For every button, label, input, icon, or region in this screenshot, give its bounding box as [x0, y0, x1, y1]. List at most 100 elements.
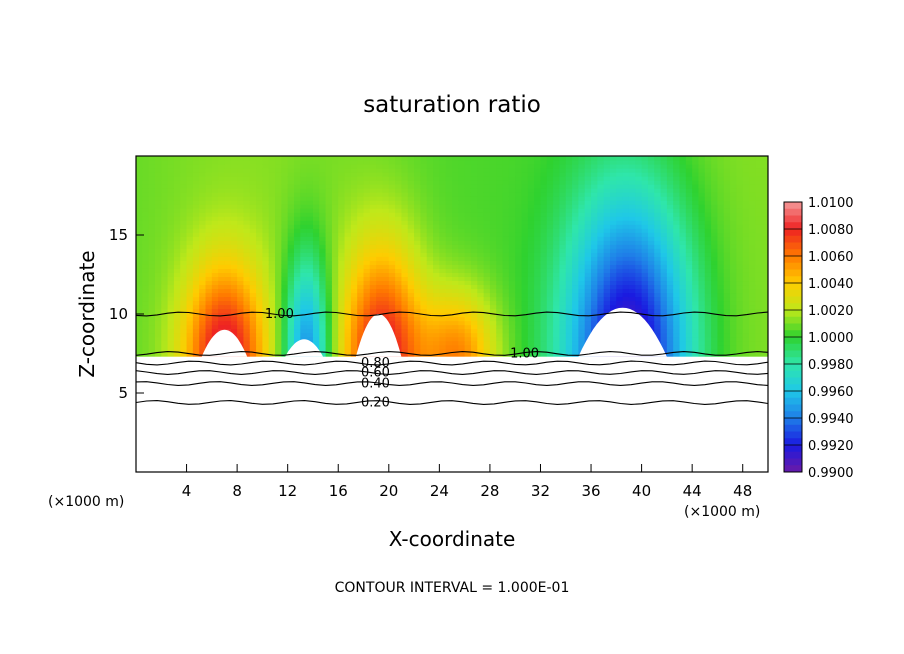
heat-cell — [666, 244, 674, 249]
heat-cell — [445, 284, 453, 290]
heat-cell — [761, 352, 768, 358]
heat-cell — [369, 188, 377, 193]
heat-cell — [218, 196, 226, 201]
heat-cell — [407, 352, 415, 358]
heat-cell — [237, 332, 245, 338]
heat-cell — [357, 200, 365, 205]
heat-cell — [180, 208, 188, 213]
heat-cell — [534, 176, 542, 181]
heat-cell — [704, 204, 712, 209]
heat-cell — [515, 332, 523, 338]
heat-cell — [344, 180, 352, 185]
heat-cell — [546, 308, 554, 314]
heat-cell — [268, 296, 276, 302]
heat-cell — [407, 172, 415, 177]
heat-cell — [142, 228, 150, 233]
heat-cell — [508, 316, 516, 322]
heat-cell — [439, 292, 447, 298]
heat-cell — [673, 336, 681, 342]
heat-cell — [597, 196, 605, 201]
heat-cell — [376, 300, 384, 306]
heat-cell — [211, 280, 219, 286]
heat-cell — [477, 256, 485, 261]
heat-cell — [338, 244, 346, 249]
heat-cell — [142, 216, 150, 221]
heat-cell — [673, 304, 681, 310]
heat-cell — [401, 252, 409, 257]
heat-cell — [173, 184, 181, 189]
heat-cell — [723, 264, 731, 269]
heat-cell — [666, 292, 674, 298]
heat-cell — [565, 228, 573, 233]
heat-cell — [325, 192, 333, 197]
heat-cell — [452, 292, 459, 298]
heat-cell — [496, 232, 504, 237]
heat-cell — [148, 296, 156, 302]
heat-cell — [736, 296, 744, 302]
heat-cell — [445, 332, 453, 338]
heat-cell — [167, 296, 175, 302]
heat-cell — [186, 236, 194, 241]
heat-cell — [350, 348, 358, 354]
heat-cell — [414, 260, 421, 265]
heat-cell — [136, 248, 143, 253]
heat-cell — [173, 160, 181, 165]
heat-cell — [603, 156, 611, 161]
heat-cell — [578, 340, 586, 346]
heat-cell — [584, 232, 592, 237]
heat-cell — [281, 300, 289, 306]
heat-cell — [477, 332, 485, 338]
heat-cell — [331, 280, 339, 286]
heat-cell — [470, 228, 478, 233]
heat-cell — [407, 192, 415, 197]
heat-cell — [622, 248, 630, 253]
heat-cell — [666, 180, 674, 185]
heat-cell — [319, 260, 327, 265]
heat-cell — [673, 248, 681, 253]
heat-cell — [464, 156, 472, 161]
heat-cell — [230, 164, 238, 169]
heat-cell — [622, 176, 630, 181]
heat-cell — [730, 260, 737, 265]
heat-cell — [230, 168, 238, 173]
heat-cell — [711, 236, 719, 241]
heat-cell — [749, 300, 756, 306]
heat-cell — [749, 348, 756, 354]
heat-cell — [723, 232, 731, 237]
heat-cell — [173, 240, 181, 245]
heat-cell — [256, 216, 263, 221]
heat-cell — [376, 232, 384, 237]
heat-cell — [553, 332, 561, 338]
heat-cell — [338, 288, 346, 294]
heat-cell — [148, 184, 156, 189]
heat-cell — [262, 220, 270, 225]
heat-cell — [382, 196, 390, 201]
heat-cell — [136, 256, 143, 261]
heat-cell — [521, 268, 529, 273]
heat-cell — [565, 328, 573, 334]
heat-cell — [483, 276, 491, 282]
heat-cell — [325, 272, 333, 277]
heat-cell — [338, 320, 346, 326]
heat-cell — [559, 252, 567, 257]
heat-cell — [325, 180, 333, 185]
heat-cell — [199, 208, 207, 213]
heat-cell — [363, 248, 371, 253]
heat-cell — [464, 212, 472, 217]
heat-cell — [521, 164, 529, 169]
heat-cell — [439, 252, 447, 257]
heat-cell — [736, 184, 744, 189]
heat-cell — [578, 212, 586, 217]
heat-cell — [704, 264, 712, 269]
heat-cell — [306, 200, 314, 205]
heat-cell — [420, 284, 428, 290]
heat-cell — [224, 176, 232, 181]
heat-cell — [711, 256, 719, 261]
heat-cell — [439, 304, 447, 310]
heat-cell — [287, 320, 295, 326]
heat-cell — [565, 344, 573, 350]
heat-cell — [237, 288, 245, 294]
heat-cell — [597, 240, 605, 245]
heat-cell — [502, 196, 510, 201]
heat-cell — [439, 352, 447, 358]
